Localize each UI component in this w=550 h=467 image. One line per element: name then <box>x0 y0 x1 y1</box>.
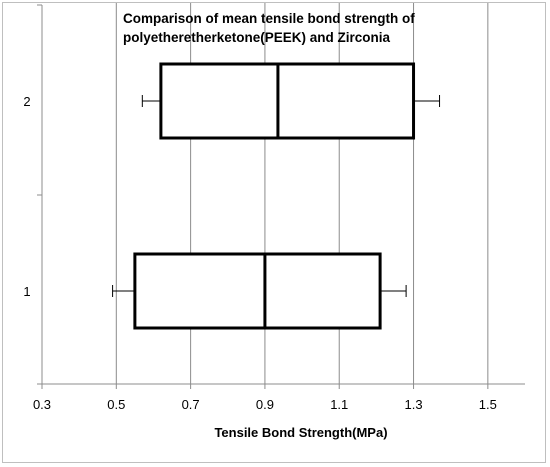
box-group-2 <box>141 62 441 140</box>
x-axis-title: Tensile Bond Strength(MPa) <box>214 425 387 440</box>
x-tick-label: 0.5 <box>107 397 125 412</box>
x-tick-label: 0.3 <box>33 397 51 412</box>
y-category-label: 2 <box>23 94 30 109</box>
x-tick-label: 0.7 <box>182 397 200 412</box>
axes <box>37 4 525 389</box>
box-plot-chart: Comparison of mean tensile bond strength… <box>23 3 525 440</box>
chart-title-line-1: Comparison of mean tensile bond strength… <box>123 11 415 26</box>
tick-labels: 0.3 0.5 0.7 0.9 1.1 1.3 1.5 1 2 <box>23 94 497 412</box>
boxes <box>112 62 441 330</box>
x-tick-label: 0.9 <box>256 397 274 412</box>
y-category-label: 1 <box>23 284 30 299</box>
chart-frame: Comparison of mean tensile bond strength… <box>2 2 546 463</box>
chart-title: Comparison of mean tensile bond strength… <box>123 11 415 45</box>
box-iqr <box>133 252 382 330</box>
box-group-1 <box>112 252 407 330</box>
x-tick-label: 1.3 <box>404 397 422 412</box>
x-tick-label: 1.5 <box>479 397 497 412</box>
x-tick-label: 1.1 <box>330 397 348 412</box>
chart-title-line-2: polyetheretherketone(PEEK) and Zirconia <box>123 30 391 45</box>
box-iqr <box>159 62 416 140</box>
